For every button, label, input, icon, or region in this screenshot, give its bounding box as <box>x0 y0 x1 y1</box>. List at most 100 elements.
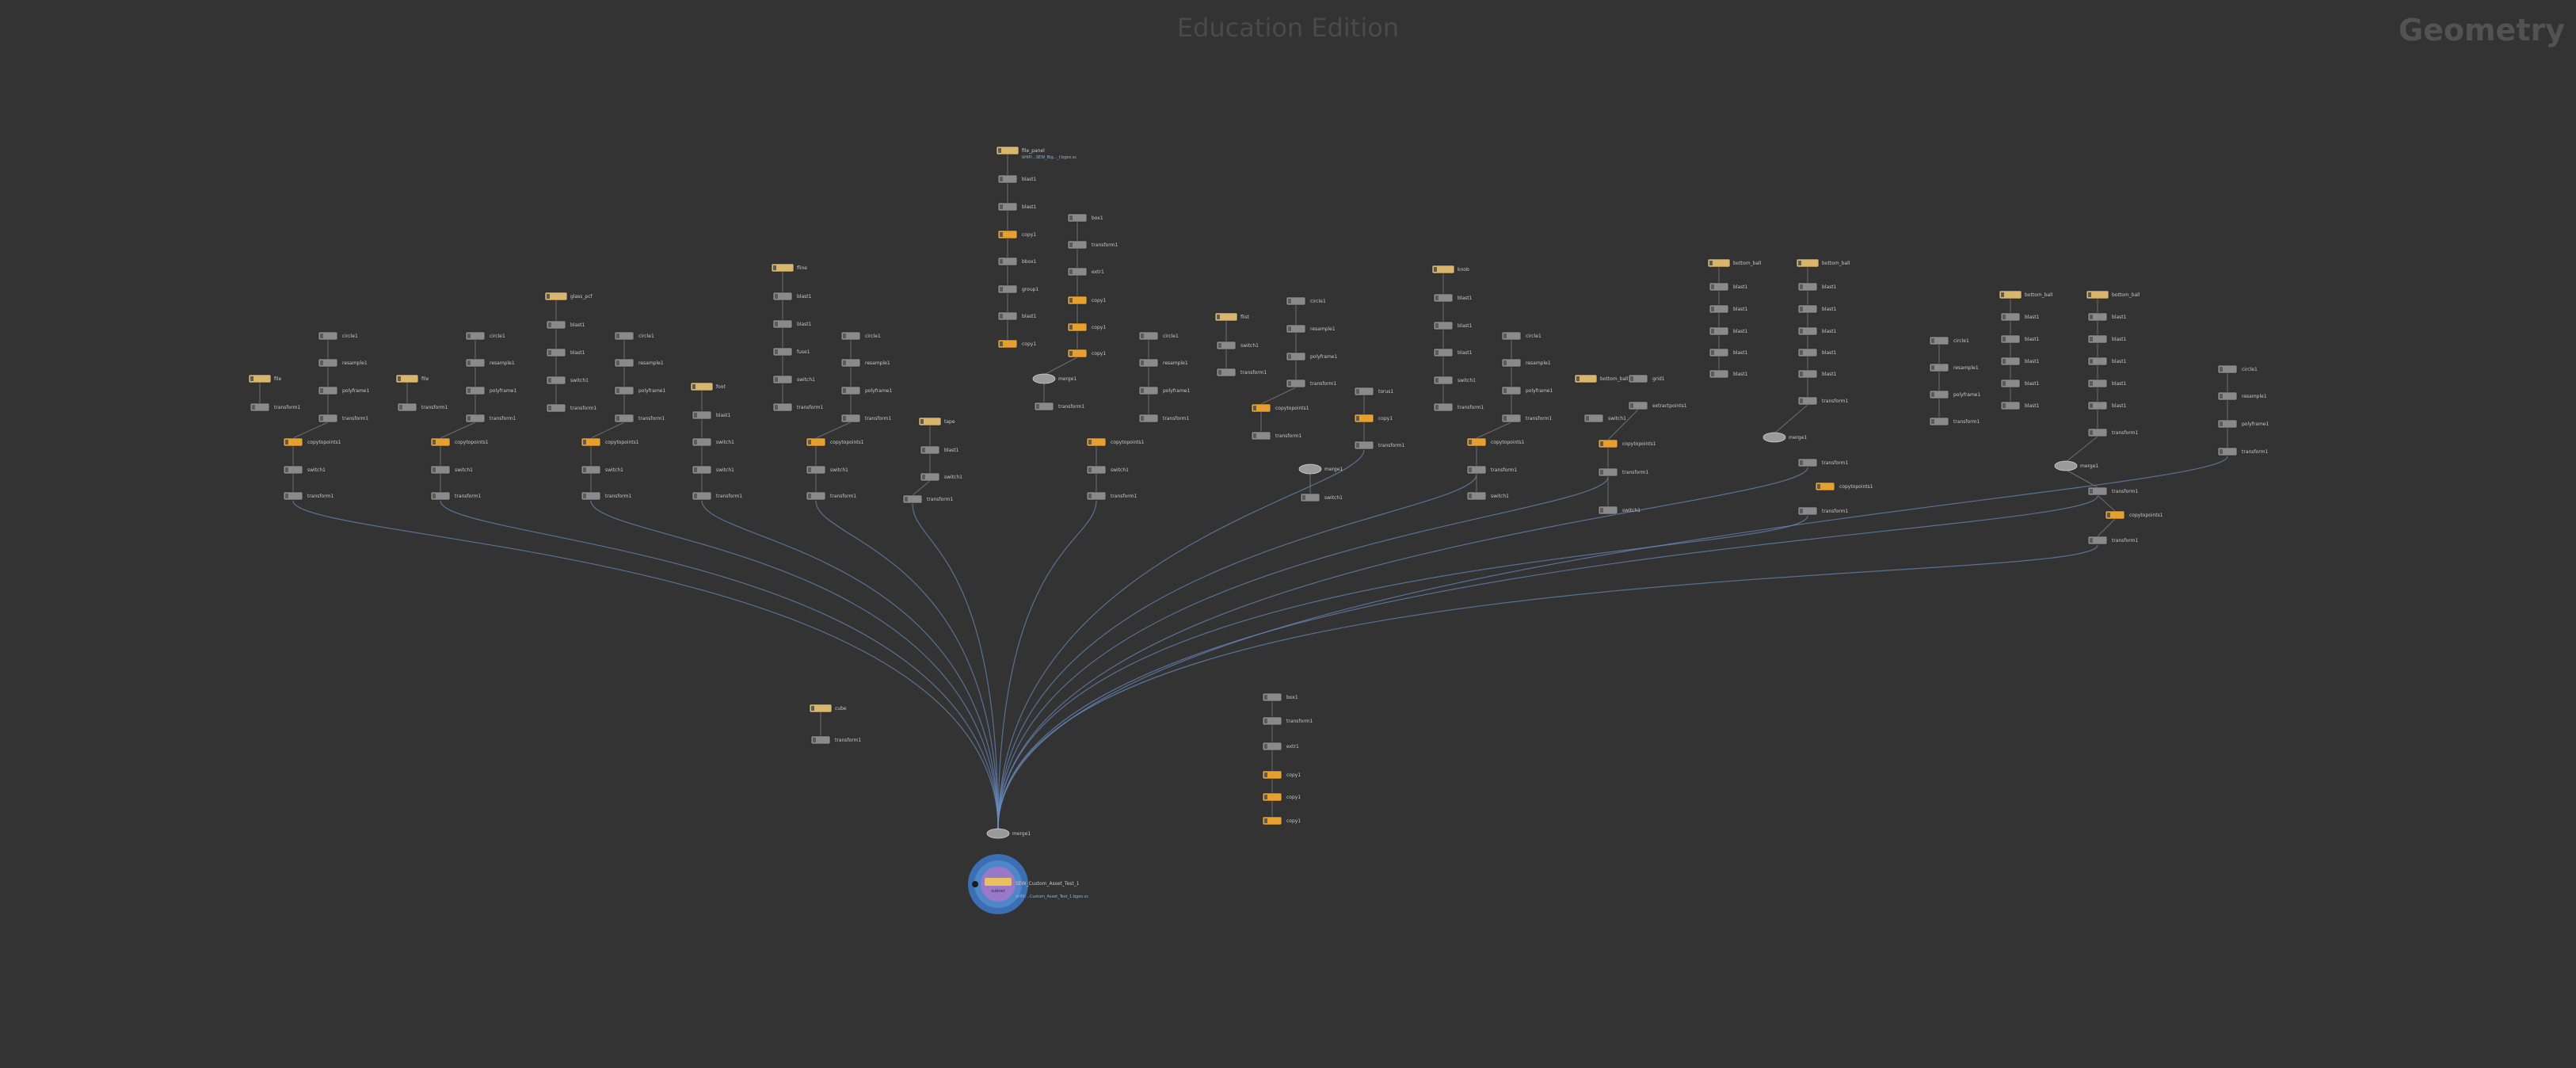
network-node[interactable]: resample1 <box>2217 391 2267 401</box>
network-node[interactable]: transform1 <box>840 414 891 423</box>
network-node[interactable]: blast1 <box>692 410 731 420</box>
network-node[interactable]: switch1 <box>283 465 326 475</box>
network-node[interactable]: copytopoints1 <box>1086 437 1145 447</box>
network-node[interactable]: switch1 <box>1466 491 1509 501</box>
network-node[interactable]: transform1 <box>1797 458 1848 467</box>
network-node[interactable]: polyframe1 <box>1286 352 1337 361</box>
network-node[interactable]: merge1 <box>1298 463 1343 475</box>
network-node[interactable]: extr1 <box>1262 742 1299 751</box>
network-node[interactable]: circle1 <box>614 331 654 341</box>
network-node[interactable]: blast1 <box>2000 312 2040 322</box>
network-node[interactable]: bottom_ball <box>1707 258 1762 268</box>
network-node[interactable]: transform1 <box>1034 402 1084 411</box>
node-body[interactable] <box>1431 265 1455 274</box>
network-node[interactable]: blast1 <box>997 174 1037 184</box>
network-node[interactable]: blast1 <box>1797 348 1837 357</box>
node-body[interactable] <box>248 374 272 383</box>
network-node[interactable]: polyframe1 <box>1138 386 1190 395</box>
network-node[interactable]: resample1 <box>1929 363 1979 372</box>
network-node[interactable]: switch1 <box>920 472 962 482</box>
network-node[interactable]: transform1 <box>772 402 823 412</box>
node-body[interactable] <box>1796 258 1820 268</box>
network-node[interactable]: resample1 <box>840 358 890 368</box>
network-node[interactable]: flist <box>1214 312 1250 322</box>
network-node[interactable]: blast1 <box>2087 357 2127 366</box>
network-node[interactable]: resample1 <box>465 358 515 368</box>
network-node[interactable]: extr1 <box>1067 267 1104 277</box>
network-node[interactable]: transform1 <box>397 402 448 412</box>
network-node[interactable]: switch1 <box>581 465 623 475</box>
network-node[interactable]: transform1 <box>1929 417 1980 426</box>
network-node[interactable]: bottom_ball <box>1574 374 1629 383</box>
network-node[interactable]: polyframe1 <box>318 386 369 395</box>
network-node[interactable]: circle1 <box>2217 364 2258 374</box>
network-node[interactable]: copy1 <box>1262 792 1301 802</box>
network-node[interactable]: transform1 <box>2217 447 2268 456</box>
network-node[interactable]: knob <box>1431 265 1469 274</box>
network-node[interactable]: blast1 <box>1797 369 1837 379</box>
network-node[interactable]: tape <box>918 417 955 426</box>
network-node[interactable]: transform1 <box>902 494 953 504</box>
network-node[interactable]: merge1 <box>1032 373 1077 384</box>
network-node[interactable]: fuse1 <box>772 347 810 357</box>
network-node[interactable]: blast1 <box>1709 282 1748 292</box>
network-node[interactable]: switch1 <box>546 376 589 385</box>
network-node[interactable]: circle1 <box>840 331 881 341</box>
output-node[interactable]: subnet SEW_Custom_Asset_Test_1 $HIP/...C… <box>968 854 1088 914</box>
network-node[interactable]: blast1 <box>2000 357 2040 366</box>
network-node[interactable]: blast1 <box>2000 401 2040 410</box>
network-node[interactable]: blast1 <box>2087 334 2127 344</box>
network-node[interactable]: polyframe1 <box>465 386 516 395</box>
network-node[interactable]: blast1 <box>997 202 1037 212</box>
network-node[interactable]: blast1 <box>1433 348 1473 357</box>
merge-node-body[interactable] <box>1762 432 1786 443</box>
network-node[interactable]: transform1 <box>250 402 300 412</box>
network-node[interactable]: merge1 <box>1762 432 1807 443</box>
network-node[interactable]: transform1 <box>1216 368 1267 377</box>
network-node[interactable]: blast1 <box>1709 348 1748 357</box>
node-body[interactable] <box>690 382 714 391</box>
network-node[interactable]: file <box>395 374 429 383</box>
node-body[interactable] <box>395 374 419 383</box>
network-node[interactable]: foot <box>690 382 726 391</box>
network-node[interactable]: switch1 <box>806 465 848 475</box>
network-node[interactable]: circle1 <box>465 331 505 341</box>
network-node[interactable]: copy1 <box>1067 296 1106 305</box>
network-node[interactable]: transform1 <box>1501 414 1552 423</box>
network-node[interactable]: switch1 <box>430 465 473 475</box>
network-node[interactable]: blast1 <box>546 320 585 330</box>
network-node[interactable]: torus1 <box>1354 387 1393 396</box>
network-node[interactable]: copy1 <box>1262 816 1301 826</box>
network-node[interactable]: bbox1 <box>997 257 1037 266</box>
network-node[interactable]: blast1 <box>997 311 1037 321</box>
network-node[interactable]: bottom_ball <box>1999 290 2053 299</box>
network-node[interactable]: switch1 <box>772 375 815 384</box>
network-node[interactable]: blast1 <box>2000 334 2040 344</box>
network-node[interactable]: bottom_ball <box>1796 258 1850 268</box>
network-node[interactable]: transform1 <box>1067 240 1118 250</box>
network-node[interactable]: merge1 <box>2054 460 2098 471</box>
node-body[interactable] <box>1707 258 1731 268</box>
network-node[interactable]: switch1 <box>1583 414 1626 423</box>
network-node[interactable]: switch1 <box>1598 505 1640 515</box>
network-node[interactable]: circle1 <box>318 331 358 341</box>
node-body[interactable] <box>1214 312 1238 322</box>
network-node[interactable]: copytopoints1 <box>1251 403 1309 413</box>
network-node[interactable]: blast1 <box>546 348 585 357</box>
network-node[interactable]: resample1 <box>318 358 368 368</box>
network-node[interactable]: copytopoints1 <box>806 437 864 447</box>
network-node[interactable]: transform1 <box>1086 491 1137 501</box>
network-node[interactable]: copytopoints1 <box>1598 439 1656 448</box>
network-node[interactable]: cube <box>809 704 847 713</box>
network-node[interactable]: transform1 <box>1138 414 1189 423</box>
network-node[interactable]: transform1 <box>546 403 596 413</box>
network-node[interactable]: blast1 <box>1709 369 1748 379</box>
network-node[interactable]: blast1 <box>772 319 812 329</box>
node-body[interactable] <box>2086 290 2109 299</box>
network-node[interactable]: switch1 <box>1300 493 1343 502</box>
network-node[interactable]: polyframe1 <box>1929 390 1980 399</box>
network-node[interactable]: transform1 <box>1354 441 1404 450</box>
network-node[interactable]: glass_pcf <box>544 292 593 301</box>
network-node[interactable]: switch1 <box>692 465 734 475</box>
